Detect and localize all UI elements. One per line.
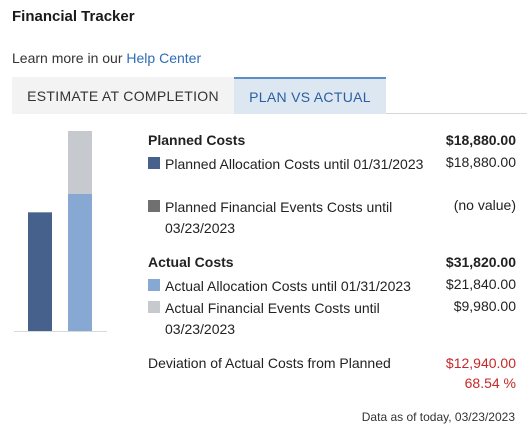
help-prefix: Learn more in our [12, 50, 123, 66]
help-line: Learn more in our Help Center [12, 50, 201, 66]
tab-bar: ESTIMATE AT COMPLETION PLAN VS ACTUAL [12, 77, 527, 114]
actual-events-item: Actual Financial Events Costs until 03/2… [148, 298, 516, 340]
page-title: Financial Tracker [12, 8, 135, 25]
actual-events-label: Actual Financial Events Costs until 03/2… [165, 300, 380, 337]
actual-costs-heading: Actual Costs [148, 254, 234, 270]
chart-svg [14, 131, 107, 332]
planned-allocation-label: Planned Allocation Costs until 01/31/202… [165, 156, 424, 172]
deviation-row: Deviation of Actual Costs from Planned $… [148, 355, 516, 395]
planned-costs-heading: Planned Costs [148, 132, 246, 148]
bar-segment-0-0 [28, 212, 52, 331]
actual-allocation-label: Actual Allocation Costs until 01/31/2023 [165, 278, 411, 294]
planned-events-item: Planned Financial Events Costs until 03/… [148, 197, 516, 239]
actual-events-value: $9,980.00 [453, 298, 516, 314]
deviation-percent: 68.54 % [464, 375, 516, 391]
deviation-label: Deviation of Actual Costs from Planned [148, 355, 391, 371]
actual-allocation-value: $21,840.00 [445, 276, 516, 292]
stacked-bar-chart [14, 126, 114, 332]
bar-segment-1-2 [68, 193, 92, 331]
data-as-of-note: Data as of today, 03/23/2023 [361, 410, 515, 424]
planned-events-label: Planned Financial Events Costs until 03/… [165, 199, 393, 236]
planned-allocation-swatch [148, 157, 160, 169]
actual-events-swatch [148, 301, 160, 313]
bar-segment-1-3 [68, 131, 92, 194]
tab-estimate-at-completion[interactable]: ESTIMATE AT COMPLETION [12, 77, 234, 114]
actual-allocation-swatch [148, 279, 160, 291]
planned-events-value: (no value) [453, 197, 516, 213]
planned-allocation-value: $18,880.00 [445, 154, 516, 170]
planned-costs-total: $18,880.00 [445, 132, 516, 148]
actual-costs-header: Actual Costs $31,820.00 [148, 254, 516, 274]
help-center-link[interactable]: Help Center [126, 50, 202, 66]
tab-plan-vs-actual[interactable]: PLAN VS ACTUAL [234, 77, 386, 114]
planned-allocation-item: Planned Allocation Costs until 01/31/202… [148, 154, 516, 196]
planned-costs-header: Planned Costs $18,880.00 [148, 132, 516, 152]
actual-allocation-item: Actual Allocation Costs until 01/31/2023… [148, 276, 516, 297]
planned-events-swatch [148, 200, 160, 212]
deviation-amount: $12,940.00 [445, 355, 516, 371]
actual-costs-total: $31,820.00 [445, 254, 516, 270]
